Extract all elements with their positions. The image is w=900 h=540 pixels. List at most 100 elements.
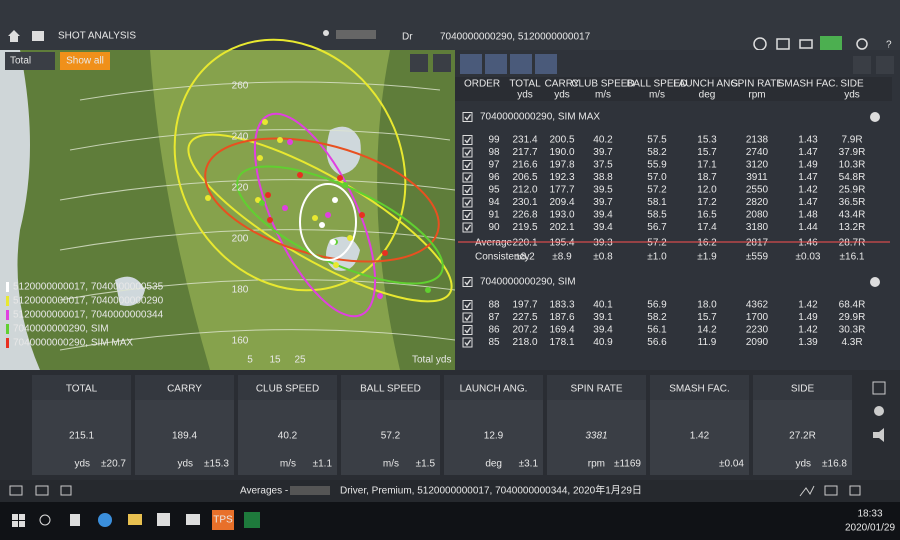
table-header-row <box>455 77 892 101</box>
check-mark <box>464 174 472 182</box>
cell: 3911 <box>746 172 768 183</box>
distance-label: 160 <box>232 336 249 347</box>
cell: 177.7 <box>549 185 574 196</box>
cell: 216.6 <box>512 160 537 171</box>
cell: 98 <box>488 147 500 158</box>
legend-entry[interactable]: 5120000000017, 7040000000344 <box>13 310 164 321</box>
cell: 18.7 <box>697 172 717 183</box>
cell: 219.5 <box>512 222 537 233</box>
column-header: LAUNCH ANG. <box>673 79 741 90</box>
cell: 2080 <box>746 210 769 221</box>
taskbar-icons[interactable] <box>12 512 260 528</box>
legend-entry[interactable]: 7040000000290, SIM <box>13 324 109 335</box>
column-header: BALL SPEED <box>627 79 688 90</box>
checkbox[interactable] <box>462 325 473 335</box>
stat-unit: m/s <box>383 459 399 470</box>
stat-value: 189.4 <box>172 431 197 442</box>
check-mark <box>464 339 472 347</box>
cell: 56.7 <box>647 222 667 233</box>
cell: 12.0 <box>697 185 717 196</box>
checkbox[interactable] <box>462 112 473 122</box>
cell: 1.49 <box>798 160 818 171</box>
globe-icon[interactable] <box>870 277 880 287</box>
cell: 3120 <box>746 160 769 171</box>
cell: 197.8 <box>549 160 574 171</box>
summary-cell: ±0.03 <box>796 252 821 263</box>
checkbox[interactable] <box>462 210 473 220</box>
stat-spread: ±1169 <box>614 459 641 470</box>
cell: 207.2 <box>512 325 537 336</box>
legend-entry[interactable]: 7040000000290, SIM MAX <box>13 338 133 349</box>
ball-ids: 7040000000290, 5120000000017 <box>440 32 591 43</box>
summary-cell: 57.2 <box>647 238 667 249</box>
check-mark <box>464 137 472 144</box>
cell: 40.1 <box>593 300 613 311</box>
cell: 37.5 <box>593 160 613 171</box>
cell: 56.1 <box>647 325 667 336</box>
globe-icon[interactable] <box>870 112 880 122</box>
distance-label: 200 <box>232 234 249 245</box>
summary-label: Consistency <box>475 252 529 263</box>
column-header: SMASH FAC. <box>778 79 839 90</box>
summary-cell: 220.1 <box>512 238 537 249</box>
checkbox[interactable] <box>462 185 473 195</box>
checkbox[interactable] <box>462 277 473 287</box>
legend-entry[interactable]: 5120000000017, 7040000000290 <box>13 296 164 307</box>
footer-icons[interactable] <box>9 485 861 497</box>
checkbox[interactable] <box>462 300 473 310</box>
folder-icon[interactable] <box>32 31 44 41</box>
checkbox[interactable] <box>462 222 473 233</box>
cell: 39.4 <box>593 210 613 221</box>
summary-cell: ±0.8 <box>593 252 613 263</box>
checkbox[interactable] <box>462 160 473 170</box>
checkbox[interactable] <box>462 337 473 348</box>
distance-label: 240 <box>232 132 249 143</box>
show-all-label[interactable]: Show all <box>66 56 104 67</box>
cell: 99 <box>488 135 500 146</box>
home-icon[interactable] <box>8 30 20 42</box>
stat-label: BALL SPEED <box>360 384 421 395</box>
footer-prefix: Averages - <box>240 486 288 497</box>
cell: 1.47 <box>798 197 818 208</box>
summary-cell: ±16.1 <box>840 252 865 263</box>
expand-button[interactable] <box>433 54 451 72</box>
filter-dropdown[interactable] <box>5 52 55 70</box>
cell: 40.9 <box>593 337 613 348</box>
checkbox[interactable] <box>462 135 473 145</box>
column-header: ORDER <box>464 79 500 90</box>
cell: 1.43 <box>798 135 818 146</box>
cell: 1700 <box>746 312 769 323</box>
dispersion-ellipses <box>173 38 453 318</box>
map-toggle[interactable] <box>820 36 842 52</box>
tps-app-label[interactable]: TPS <box>213 515 233 526</box>
show-all-button[interactable] <box>60 52 110 70</box>
summary-cell: 28.7R <box>839 238 866 249</box>
cell: 25.9R <box>839 185 866 196</box>
cell: 2740 <box>746 147 769 158</box>
cell: 37.9R <box>839 147 866 158</box>
filter-value[interactable]: Total <box>10 56 31 67</box>
header-bar <box>0 0 900 50</box>
cell: 230.1 <box>512 197 537 208</box>
cell: 94 <box>488 197 500 208</box>
water-left <box>0 50 40 370</box>
table-toolbar[interactable] <box>460 54 894 74</box>
tps-app-icon[interactable] <box>212 510 234 530</box>
checkbox[interactable] <box>462 197 473 208</box>
taskbar <box>0 502 900 540</box>
stat-unit: yds <box>795 459 811 470</box>
cell: 206.5 <box>512 172 537 183</box>
checkbox[interactable] <box>462 147 473 158</box>
checkbox[interactable] <box>462 172 473 183</box>
column-header: CLUB SPEED <box>571 79 634 90</box>
cell: 1.44 <box>798 222 818 233</box>
cell: 15.7 <box>697 312 717 323</box>
legend-entry[interactable]: 5120000000017, 7040000000535 <box>13 282 164 293</box>
card-side-icons[interactable] <box>872 381 886 442</box>
checkbox[interactable] <box>462 312 473 323</box>
help-icon[interactable]: ? <box>886 40 892 51</box>
cell: 14.2 <box>697 325 717 336</box>
grid-button[interactable] <box>410 54 428 72</box>
stat-spread: ±16.8 <box>822 459 847 470</box>
summary-label: Average <box>475 238 513 249</box>
